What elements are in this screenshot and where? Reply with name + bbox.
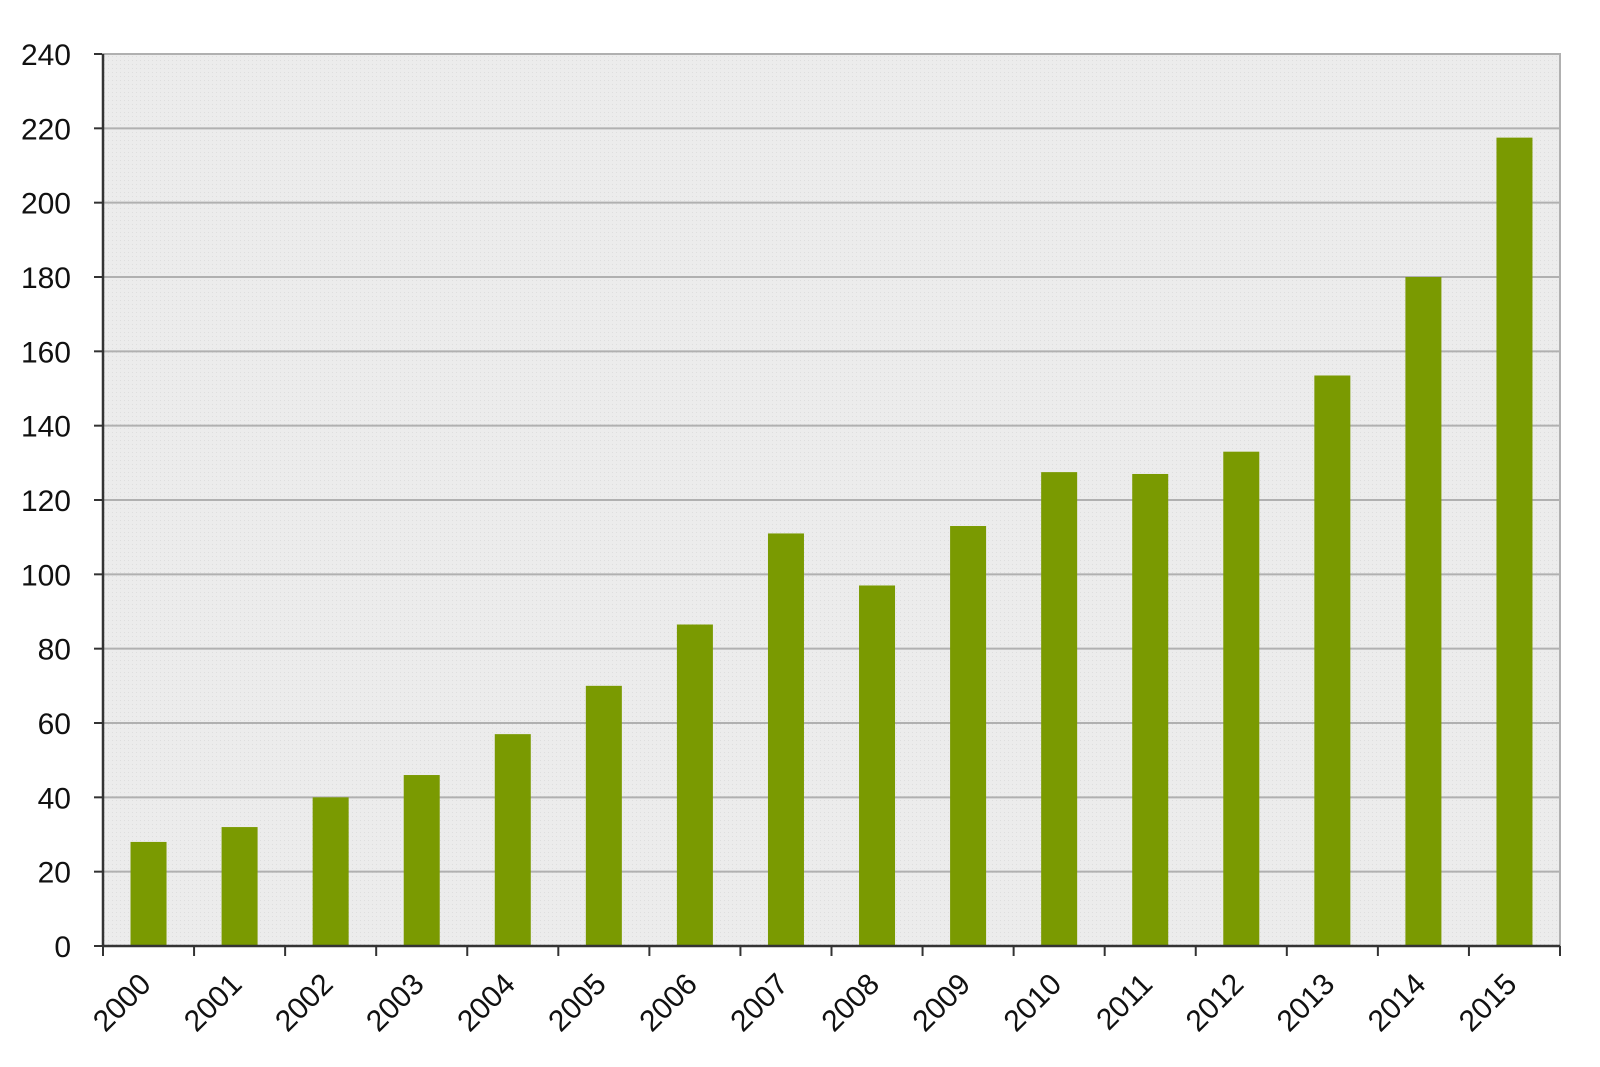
y-tick-label: 20 xyxy=(38,857,71,890)
bar xyxy=(1041,472,1078,946)
y-tick-label: 220 xyxy=(21,113,71,146)
x-tick-labels: 2000 2001 2002 2003 2004 2005 2006 2007 2008 2009… xyxy=(87,968,1523,1039)
x-tick-label: 2011 xyxy=(1090,968,1159,1037)
bar xyxy=(585,685,622,946)
bar xyxy=(221,827,258,946)
bars xyxy=(130,137,1533,946)
bar xyxy=(1496,137,1533,946)
x-tick-label: 2003 xyxy=(360,968,431,1039)
y-tick-label: 200 xyxy=(21,188,71,221)
y-tick-label: 80 xyxy=(38,634,71,667)
bar xyxy=(767,533,804,946)
bar xyxy=(1223,451,1260,946)
x-tick-label: 2013 xyxy=(1271,968,1342,1039)
bar xyxy=(403,775,440,946)
x-tick-label: 2014 xyxy=(1362,968,1433,1039)
x-tick-label: 2009 xyxy=(907,968,978,1039)
y-tick-label: 160 xyxy=(21,336,71,369)
bar xyxy=(130,841,167,946)
y-tick-label: 40 xyxy=(38,782,71,815)
y-tick-label: 120 xyxy=(21,485,71,518)
bar xyxy=(312,797,349,946)
x-tick-label: 2015 xyxy=(1453,968,1524,1039)
x-tick-label: 2004 xyxy=(451,968,522,1039)
x-tick-label: 2008 xyxy=(815,968,886,1039)
y-tick-label: 140 xyxy=(21,411,71,444)
bar xyxy=(859,585,896,946)
y-tick-label: 100 xyxy=(21,559,71,592)
y-tick-label: 0 xyxy=(54,931,71,964)
axes xyxy=(101,53,1561,956)
bar xyxy=(950,526,987,946)
bar xyxy=(494,734,531,946)
bar xyxy=(676,624,713,946)
x-tick-label: 2010 xyxy=(998,968,1069,1039)
x-tick-label: 2006 xyxy=(633,968,704,1039)
bar xyxy=(1132,473,1169,946)
x-tick-label: 2002 xyxy=(269,968,340,1039)
y-tick-label: 240 xyxy=(21,39,71,72)
y-tick-labels: 0 20 40 60 80 100 120 140 160 180 200 220 240 xyxy=(21,39,71,964)
y-tick-label: 60 xyxy=(38,708,71,741)
x-tick-label: 2000 xyxy=(87,968,158,1039)
bar xyxy=(1314,375,1351,946)
bar xyxy=(1405,277,1442,946)
y-tick-label: 180 xyxy=(21,262,71,295)
x-tick-label: 2005 xyxy=(542,968,613,1039)
x-tick-label: 2012 xyxy=(1180,968,1251,1039)
x-tick-label: 2001 xyxy=(178,968,249,1039)
x-tick-label: 2007 xyxy=(724,968,795,1039)
